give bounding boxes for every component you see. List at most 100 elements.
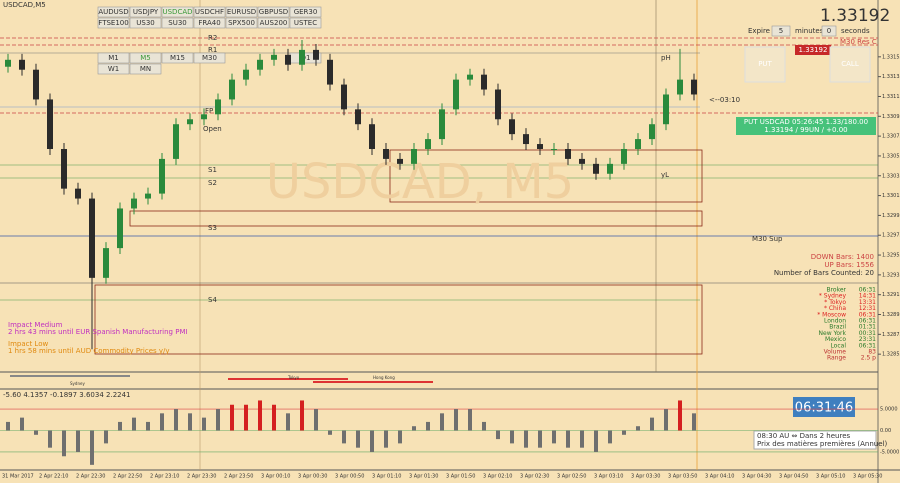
symbol-button[interactable]	[97, 17, 130, 29]
symbol-button[interactable]	[161, 17, 194, 29]
session-bar	[313, 381, 433, 383]
candle-body	[649, 124, 655, 140]
symbol-label[interactable]: SU30	[168, 19, 186, 27]
stat: Number of Bars Counted: 20	[774, 269, 874, 277]
timeframe-label[interactable]: W1	[108, 65, 119, 73]
candle-body	[341, 84, 347, 110]
symbol-label[interactable]: SPX500	[228, 19, 255, 27]
session-time: 01:31	[859, 324, 876, 331]
symbol-button[interactable]	[225, 6, 258, 18]
news: Impact Medium	[8, 321, 63, 329]
y-tick-label: 1.32975	[882, 233, 900, 239]
put-button[interactable]	[744, 46, 786, 83]
osc-bar	[608, 430, 612, 444]
osc-bar	[496, 430, 500, 440]
candle-body	[131, 198, 137, 209]
symbol-button[interactable]	[289, 17, 322, 29]
chart-symbol: USDCAD,M5	[3, 1, 46, 9]
symbol-button[interactable]	[225, 17, 258, 29]
symbol-button[interactable]	[97, 6, 130, 18]
timeframe-button[interactable]	[97, 63, 130, 75]
seconds-value[interactable]: 0	[827, 27, 831, 35]
clock: 06:31:46	[795, 401, 853, 416]
symbol-button[interactable]	[257, 6, 290, 18]
candle-body	[607, 163, 613, 174]
timeframe-button[interactable]	[161, 52, 194, 64]
osc-bar	[216, 409, 220, 431]
session-time: 12:31	[859, 305, 876, 312]
osc-bar	[412, 426, 416, 431]
y-tick-label: 1.33095	[882, 114, 900, 120]
candle-body	[691, 79, 697, 95]
session-bar	[228, 378, 348, 380]
timeframe-label[interactable]: M15	[170, 54, 185, 62]
symbol-label[interactable]: FRA40	[198, 19, 220, 27]
osc-bar	[244, 404, 248, 431]
minutes-input[interactable]	[771, 25, 791, 37]
put-label[interactable]: PUT	[758, 60, 772, 68]
seconds-input[interactable]	[821, 25, 837, 37]
symbol-button[interactable]	[129, 17, 162, 29]
level-label: M30 Sup	[752, 235, 783, 243]
timeframe-button[interactable]	[193, 52, 226, 64]
osc-bar	[692, 413, 696, 431]
osc-bar	[272, 404, 276, 431]
stat: DOWN Bars: 1400	[811, 253, 874, 261]
session-time: 06:31	[859, 318, 876, 325]
symbol-label[interactable]: GBPUSD	[259, 8, 288, 16]
timeframe-label[interactable]: D1	[301, 54, 311, 62]
candle-body	[33, 69, 39, 100]
timeframe-button[interactable]	[129, 63, 162, 75]
candle-body	[663, 94, 669, 125]
timeframe-label[interactable]: M1	[108, 54, 119, 62]
symbol-button[interactable]	[193, 6, 226, 18]
symbol-label[interactable]: GER30	[294, 8, 318, 16]
session-name: New York	[819, 330, 847, 337]
session-name: London	[824, 318, 846, 325]
candle-body	[19, 59, 25, 70]
symbol-label[interactable]: USDCHF	[195, 8, 224, 16]
timeframe-button[interactable]	[97, 52, 130, 64]
candle-body	[5, 59, 11, 67]
osc-bar	[104, 430, 108, 444]
osc-bar	[132, 417, 136, 431]
timeframe-label[interactable]: M30	[202, 54, 217, 62]
symbol-label[interactable]: AUDUSD	[98, 8, 128, 16]
session-name: Mexico	[825, 336, 846, 343]
symbol-label[interactable]: USDCAD	[162, 8, 192, 16]
symbol-button[interactable]	[193, 17, 226, 29]
call-button[interactable]	[829, 46, 871, 83]
y-tick-label: 1.32895	[882, 312, 900, 318]
candle-body	[369, 124, 375, 149]
x-tick-label: 3 Apr 00:10	[261, 474, 290, 480]
osc-bar	[356, 430, 360, 448]
order-box	[736, 117, 876, 135]
timeframe-label[interactable]: MN	[140, 65, 151, 73]
osc-bar	[286, 413, 290, 431]
symbol-label[interactable]: AUS200	[260, 19, 288, 27]
symbol-button[interactable]	[257, 17, 290, 29]
candle-body	[495, 89, 501, 120]
symbol-button[interactable]	[129, 6, 162, 18]
x-tick-label: 3 Apr 01:30	[409, 474, 438, 480]
minutes-value[interactable]: 5	[779, 27, 783, 35]
symbol-label[interactable]: USDJPY	[133, 8, 159, 16]
call-label[interactable]: CALL	[841, 60, 859, 68]
timeframe-button[interactable]	[129, 52, 162, 64]
symbol-label[interactable]: US30	[136, 19, 154, 27]
osc-bar	[398, 430, 402, 444]
symbol-button[interactable]	[289, 6, 322, 18]
symbol-button[interactable]	[161, 6, 194, 18]
session-time: 06:31	[859, 342, 876, 349]
osc-bar	[300, 400, 304, 431]
level-label: pH	[661, 54, 671, 62]
notification	[753, 430, 877, 450]
timeframe-label[interactable]: M5	[140, 54, 151, 62]
x-tick-label: 3 Apr 05:30	[853, 474, 882, 480]
symbol-label[interactable]: EURUSD	[227, 8, 256, 16]
level-label: Open	[203, 125, 222, 133]
symbol-label[interactable]: FTSE100	[98, 19, 128, 27]
symbol-label[interactable]: USTEC	[294, 19, 317, 27]
y-tick-label: 0.00	[880, 428, 891, 434]
osc-bar	[258, 400, 262, 431]
